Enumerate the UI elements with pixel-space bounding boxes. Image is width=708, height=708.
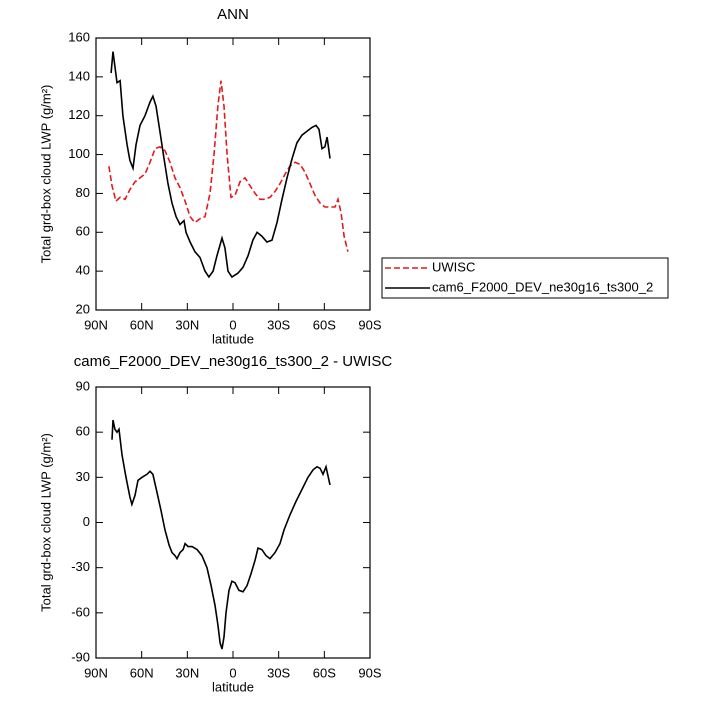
legend-label: UWISC [432, 259, 475, 274]
y-tick-label: 60 [76, 424, 90, 439]
series-line [108, 80, 349, 252]
x-tick-label: 90N [84, 317, 108, 332]
x-tick-label: 90S [358, 317, 381, 332]
legend-box [381, 257, 669, 299]
x-tick-label: 60N [130, 665, 154, 680]
x-tick-label: 30N [175, 317, 199, 332]
y-tick-label: 160 [68, 29, 90, 44]
y-tick-label: -90 [71, 649, 90, 664]
x-tick-label: 60N [130, 317, 154, 332]
series-line [111, 419, 331, 650]
y-tick-label: 120 [68, 107, 90, 122]
y-tick-label: 80 [76, 185, 90, 200]
y-tick-label: 90 [76, 378, 90, 393]
y-tick-label: -60 [71, 604, 90, 619]
chart-title: cam6_F2000_DEV_ne30g16_ts300_2 - UWISC [74, 353, 393, 370]
y-tick-label: -30 [71, 559, 90, 574]
x-tick-label: 0 [229, 665, 236, 680]
y-tick-label: 40 [76, 263, 90, 278]
y-tick-label: 140 [68, 68, 90, 83]
x-tick-label: 90N [84, 665, 108, 680]
x-tick-label: 60S [313, 317, 336, 332]
plot-frame [95, 386, 371, 659]
x-axis-label: latitude [212, 679, 254, 694]
x-tick-label: 30N [175, 665, 199, 680]
x-tick-label: 30S [267, 665, 290, 680]
y-tick-label: 0 [83, 514, 90, 529]
x-tick-label: 30S [267, 317, 290, 332]
y-tick-label: 100 [68, 146, 90, 161]
y-tick-label: 20 [76, 301, 90, 316]
x-tick-label: 0 [229, 317, 236, 332]
y-axis-label: Total grd-box cloud LWP (g/m²) [38, 85, 53, 264]
x-tick-label: 60S [313, 665, 336, 680]
y-tick-label: 30 [76, 469, 90, 484]
legend-label: cam6_F2000_DEV_ne30g16_ts300_2 [432, 279, 653, 294]
plot-frame [95, 37, 371, 311]
series-line [110, 51, 331, 279]
x-tick-label: 90S [358, 665, 381, 680]
chart-title: ANN [217, 6, 249, 23]
y-tick-label: 60 [76, 224, 90, 239]
y-axis-label: Total grd-box cloud LWP (g/m²) [38, 433, 53, 612]
x-axis-label: latitude [212, 331, 254, 346]
